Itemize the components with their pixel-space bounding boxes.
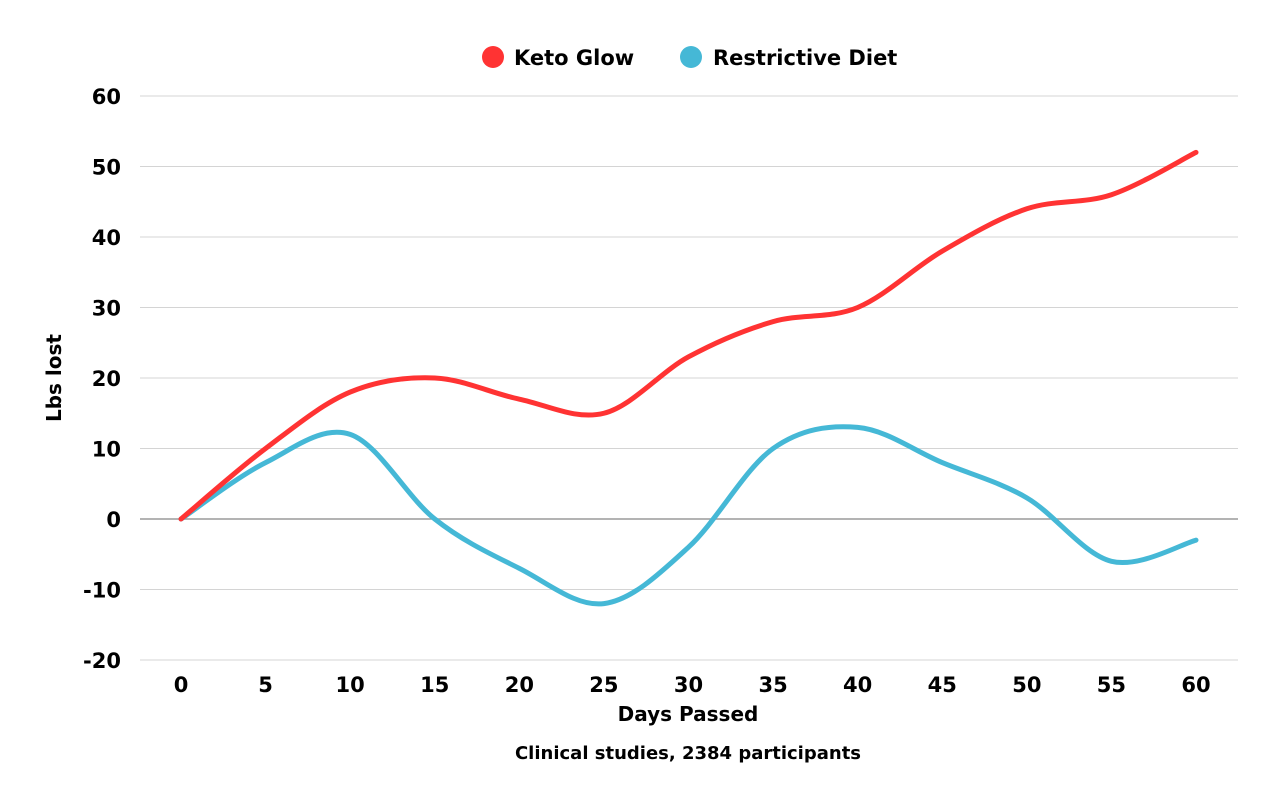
x-tick-label-55: 55 — [1097, 673, 1126, 697]
x-tick-label-0: 0 — [174, 673, 189, 697]
y-tick-label--10: -10 — [83, 579, 121, 603]
x-tick-label-35: 35 — [758, 673, 787, 697]
y-tick-label--20: -20 — [83, 649, 121, 673]
x-tick-label-25: 25 — [589, 673, 618, 697]
x-tick-label-15: 15 — [420, 673, 449, 697]
y-tick-label-60: 60 — [92, 85, 121, 109]
y-tick-label-40: 40 — [92, 226, 121, 250]
legend-marker-restrictive-diet — [680, 46, 702, 68]
series-line-restrictive-diet — [178, 424, 1199, 607]
legend-label-restrictive-diet: Restrictive Diet — [713, 46, 897, 70]
x-tick-label-30: 30 — [674, 673, 703, 697]
x-tick-label-5: 5 — [258, 673, 273, 697]
series-lines — [178, 149, 1199, 607]
chart-caption: Clinical studies, 2384 participants — [515, 743, 861, 764]
y-axis-title: Lbs lost — [42, 334, 66, 422]
y-tick-label-10: 10 — [92, 438, 121, 462]
y-tick-label-50: 50 — [92, 156, 121, 180]
x-tick-label-20: 20 — [505, 673, 534, 697]
x-tick-label-10: 10 — [336, 673, 365, 697]
legend-marker-keto-glow — [482, 46, 504, 68]
y-tick-label-20: 20 — [92, 367, 121, 391]
x-tick-label-40: 40 — [843, 673, 872, 697]
y-tick-label-0: 0 — [106, 508, 121, 532]
y-tick-label-30: 30 — [92, 297, 121, 321]
x-axis-ticks: 0 5 10 15 20 25 30 35 40 45 50 55 60 — [174, 673, 1211, 697]
series-line-keto-glow — [178, 149, 1199, 522]
x-tick-label-60: 60 — [1181, 673, 1210, 697]
y-axis-ticks: 60 50 40 30 20 10 0 -10 -20 — [83, 85, 121, 673]
legend: Keto Glow Restrictive Diet — [482, 46, 897, 70]
x-tick-label-50: 50 — [1012, 673, 1041, 697]
legend-label-keto-glow: Keto Glow — [514, 46, 634, 70]
gridlines — [140, 95, 1238, 661]
x-axis-title: Days Passed — [618, 702, 759, 726]
x-tick-label-45: 45 — [928, 673, 957, 697]
